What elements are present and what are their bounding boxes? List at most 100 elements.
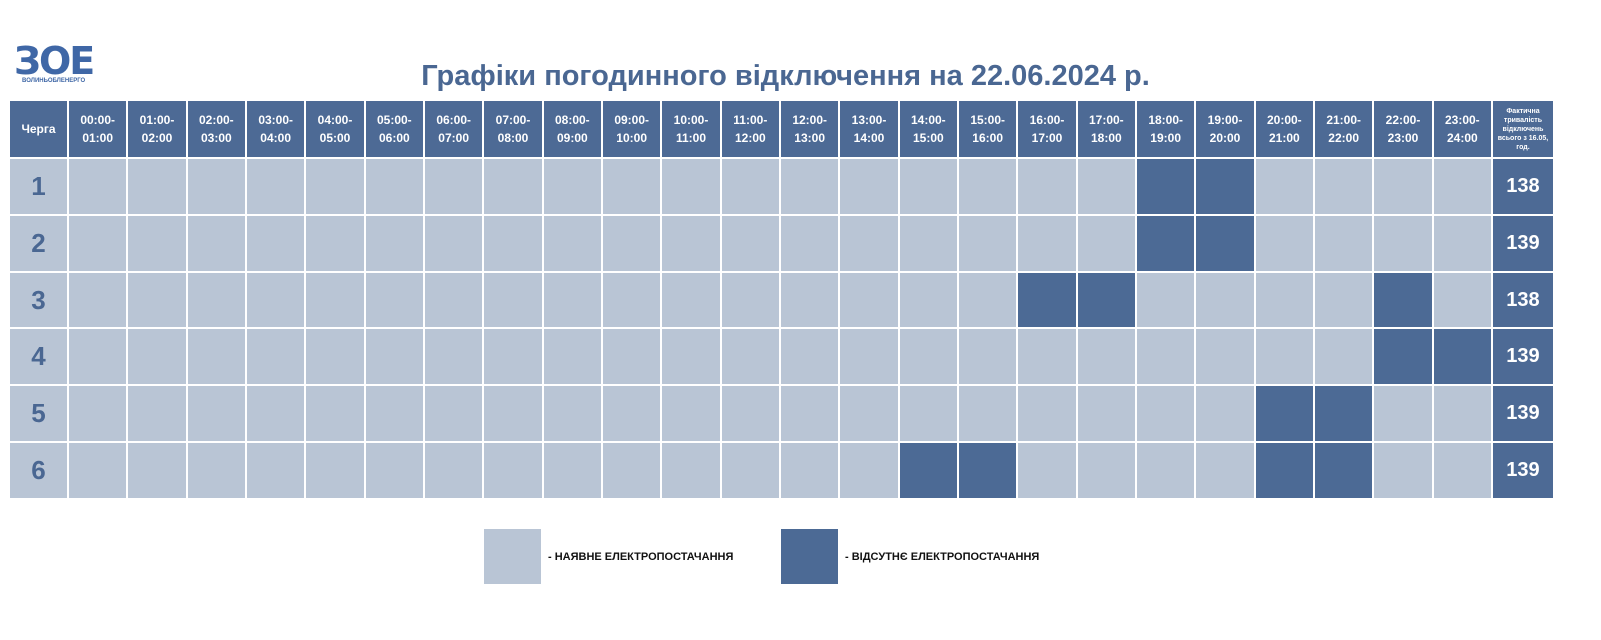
hour-cell [424,329,483,385]
hour-header: 01:00- 02:00 [128,101,186,157]
hour-cell [128,272,186,328]
hour-header: 13:00- 14:00 [840,101,898,157]
hour-cell [1196,329,1254,385]
hour-cell [780,443,839,498]
hour-cell [1196,215,1254,271]
hour-cell [721,159,779,214]
hour-cell [1018,443,1076,498]
schedule-table: Черга 00:00- 01:00 01:00- 02:00 02:00- 03:00 03… [10,101,1553,498]
hour-cell [1314,159,1373,214]
hour-header: 00:00- 01:00 [69,101,127,157]
hour-header: 03:00- 04:00 [246,101,305,157]
hour-header: 06:00- 07:00 [424,101,483,157]
hour-header: 10:00- 11:00 [662,101,720,157]
hour-cell [365,386,423,442]
hour-to: 08:00 [497,131,529,145]
hour-from: 04:00- [317,113,353,127]
hour-cell [306,272,364,328]
title: Графіки погодинного відключення на 22.06… [421,60,1150,92]
total-hours: 138 [1492,159,1553,214]
hour-cell [721,329,779,385]
hour-cell [69,386,127,442]
hour-cell [840,159,898,214]
hour-cell [1018,329,1076,385]
hour-cell [602,272,661,328]
legend-swatch [781,529,838,584]
hour-cell [899,443,957,498]
hour-cell [484,386,542,442]
hour-cell [424,215,483,271]
hour-cell [246,215,305,271]
hour-cell [69,159,127,214]
hour-cell [662,329,720,385]
hour-cell [306,159,364,214]
hour-cell [484,272,542,328]
hour-cell [1433,443,1491,498]
hour-cell [246,329,305,385]
hour-cell [662,272,720,328]
hour-cell [1433,329,1491,385]
hour-cell [1196,159,1254,214]
hour-cell [246,386,305,442]
hour-header: 08:00- 09:00 [543,101,601,157]
hour-cell [602,159,661,214]
hour-cell [424,443,483,498]
hour-to: 03:00 [200,131,232,145]
hour-cell [958,386,1017,442]
hour-cell [543,159,601,214]
queue-number: 2 [10,215,67,271]
hour-cell [306,386,364,442]
hour-cell [128,329,186,385]
hour-from: 18:00- [1148,113,1183,127]
hour-cell [1136,329,1195,385]
logo: ЗОЕ ВОЛИНЬОБЛЕНЕРГО [14,39,95,84]
hour-cell [958,272,1017,328]
hour-from: 07:00- [495,113,531,127]
hour-header: 14:00- 15:00 [899,101,957,157]
queue-number: 5 [10,386,67,442]
hour-cell [780,272,839,328]
hour-cell [543,386,601,442]
hour-cell [306,443,364,498]
logo-mark: ЗОЕ [14,39,95,83]
hour-cell [424,386,483,442]
hour-header: 07:00- 08:00 [484,101,542,157]
total-hours: 139 [1492,329,1553,385]
queue-header: Черга [10,101,67,157]
hour-cell [484,159,542,214]
hour-from: 05:00- [376,113,412,127]
hour-from: 21:00- [1326,113,1361,127]
hour-header: 11:00- 12:00 [721,101,779,157]
total-header: Фактична тривалість відключень всього з … [1492,101,1553,157]
hour-cell [1196,272,1254,328]
hour-cell [780,215,839,271]
hour-cell [1077,386,1135,442]
hour-cell [1433,159,1491,214]
logo-caption: ВОЛИНЬОБЛЕНЕРГО [22,78,86,84]
hour-to: 11:00 [675,131,706,145]
hour-cell [958,215,1017,271]
hour-cell [543,443,601,498]
hour-cell [780,329,839,385]
hour-cell [1136,443,1195,498]
hour-cell [840,329,898,385]
hour-cell [1255,386,1313,442]
hour-cell [602,443,661,498]
hour-from: 23:00- [1444,113,1480,127]
hour-from: 14:00- [910,113,946,127]
hour-cell [899,272,957,328]
hour-from: 15:00- [970,113,1005,127]
hour-cell [1433,215,1491,271]
hour-cell [1314,215,1373,271]
hour-from: 19:00- [1207,113,1243,127]
queue-number: 6 [10,443,67,498]
hour-cell [899,329,957,385]
hour-cell [721,215,779,271]
hour-cell [840,215,898,271]
queue-number: 1 [10,159,67,214]
hour-cell [602,329,661,385]
hour-cell [1196,386,1254,442]
hour-cell [187,272,245,328]
legend-label: - ВІДСУТНЄ ЕЛЕКТРОПОСТАЧАННЯ [845,550,1040,563]
